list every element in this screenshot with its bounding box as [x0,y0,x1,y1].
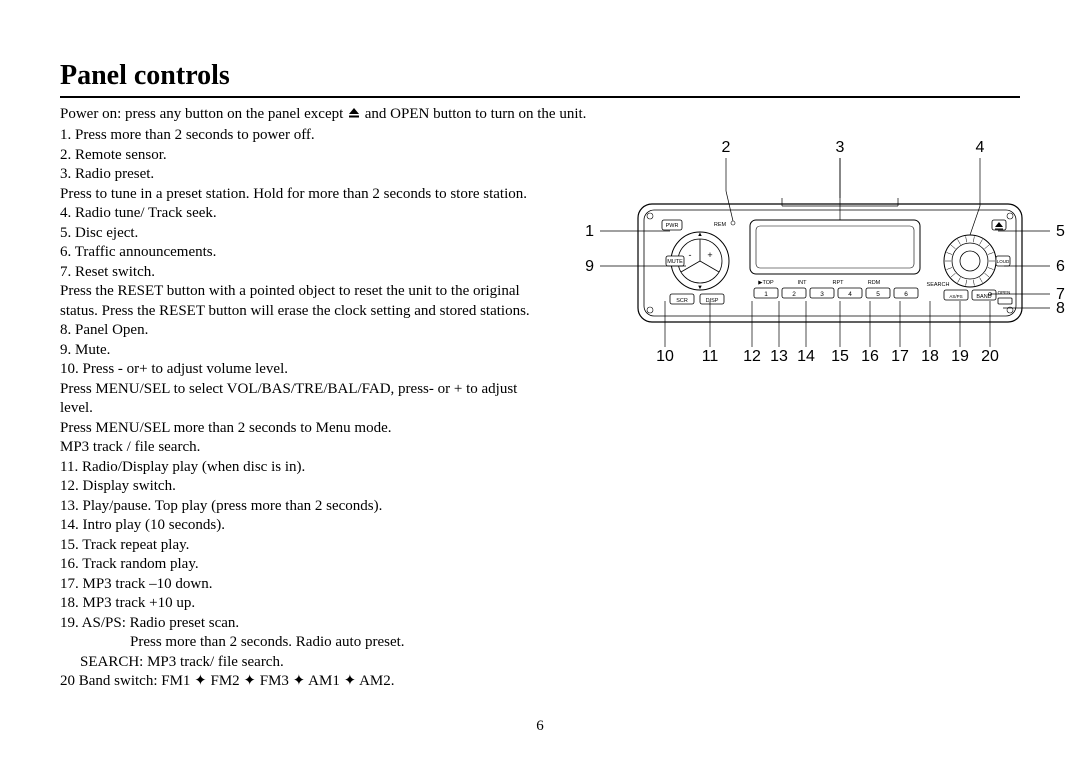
svg-text:▶TOP: ▶TOP [758,280,774,286]
svg-text:2: 2 [792,291,796,298]
svg-text:2: 2 [722,139,731,156]
svg-text:PWR: PWR [666,223,679,229]
svg-text:REM: REM [714,222,727,228]
item-15: 15. Track repeat play. [60,536,530,556]
svg-text:MUTE: MUTE [667,259,683,265]
svg-text:SEARCH: SEARCH [927,282,950,288]
svg-text:1: 1 [764,291,768,298]
svg-text:AS/PS: AS/PS [949,294,962,299]
title-rule [60,96,1020,98]
description-list: 1. Press more than 2 seconds to power of… [60,126,530,692]
item-10-sub1: Press MENU/SEL to select VOL/BAS/TRE/BAL… [60,380,530,419]
eject-icon [347,107,361,124]
item-20: 20 Band switch: FM1 ✦ FM2 ✦ FM3 ✦ AM1 ✦ … [60,672,530,692]
svg-text:14: 14 [797,348,815,365]
item-8: 8. Panel Open. [60,321,530,341]
svg-text:DISP: DISP [706,298,719,304]
item-16: 16. Track random play. [60,555,530,575]
svg-text:RPT: RPT [833,280,845,286]
item-10: 10. Press - or+ to adjust volume level. [60,360,530,380]
svg-text:LOUD: LOUD [997,259,1010,264]
item-17: 17. MP3 track –10 down. [60,575,530,595]
svg-text:18: 18 [921,348,939,365]
svg-text:9: 9 [585,258,594,275]
item-6: 6. Traffic announcements. [60,243,530,263]
panel-svg: -+▲▼PWRREMMUTE▶TOPINTRPTRDM123456SCRDISP… [550,126,1070,386]
svg-text:BAND: BAND [976,294,991,300]
svg-text:▼: ▼ [697,285,703,291]
panel-diagram: -+▲▼PWRREMMUTE▶TOPINTRPTRDM123456SCRDISP… [550,126,1070,386]
item-7-sub2: status. Press the RESET button will eras… [60,302,530,322]
svg-text:SCR: SCR [676,298,688,304]
svg-text:17: 17 [891,348,909,365]
item-13: 13. Play/pause. Top play (press more tha… [60,497,530,517]
item-2: 2. Remote sensor. [60,146,530,166]
svg-text:4: 4 [976,139,985,156]
item-3-sub: Press to tune in a preset station. Hold … [60,185,530,205]
item-1: 1. Press more than 2 seconds to power of… [60,126,530,146]
item-19-sub2: SEARCH: MP3 track/ file search. [60,653,530,673]
svg-text:8: 8 [1056,300,1065,317]
svg-text:RDM: RDM [868,280,881,286]
item-5: 5. Disc eject. [60,224,530,244]
intro-post: and OPEN button to turn on the unit. [365,106,587,122]
svg-text:20: 20 [981,348,999,365]
item-7: 7. Reset switch. [60,263,530,283]
svg-text:+: + [707,250,712,260]
svg-text:3: 3 [836,139,845,156]
item-3: 3. Radio preset. [60,165,530,185]
item-11: 11. Radio/Display play (when disc is in)… [60,458,530,478]
intro-pre: Power on: press any button on the panel … [60,106,343,122]
page-title: Panel controls [60,60,1020,92]
svg-text:-: - [689,250,692,260]
svg-text:16: 16 [861,348,879,365]
item-4: 4. Radio tune/ Track seek. [60,204,530,224]
svg-text:15: 15 [831,348,849,365]
item-19: 19. AS/PS: Radio preset scan. [60,614,530,634]
svg-text:12: 12 [743,348,761,365]
svg-text:4: 4 [848,291,852,298]
svg-text:1: 1 [585,223,594,240]
svg-text:5: 5 [876,291,880,298]
svg-text:3: 3 [820,291,824,298]
item-10-sub2: Press MENU/SEL more than 2 seconds to Me… [60,419,530,439]
item-9: 9. Mute. [60,341,530,361]
svg-text:11: 11 [702,348,719,365]
page-number: 6 [0,718,1080,735]
item-18: 18. MP3 track +10 up. [60,594,530,614]
item-7-sub1: Press the RESET button with a pointed ob… [60,282,530,302]
svg-text:19: 19 [951,348,969,365]
svg-text:6: 6 [904,291,908,298]
svg-text:INT: INT [798,280,808,286]
svg-text:13: 13 [770,348,788,365]
item-12: 12. Display switch. [60,477,530,497]
svg-text:▲: ▲ [697,232,703,238]
intro-line: Power on: press any button on the panel … [60,106,1020,124]
svg-text:5: 5 [1056,223,1065,240]
item-10-sub3: MP3 track / file search. [60,438,530,458]
item-14: 14. Intro play (10 seconds). [60,516,530,536]
item-19-sub1: Press more than 2 seconds. Radio auto pr… [60,633,530,653]
svg-text:10: 10 [656,348,674,365]
svg-text:6: 6 [1056,258,1065,275]
